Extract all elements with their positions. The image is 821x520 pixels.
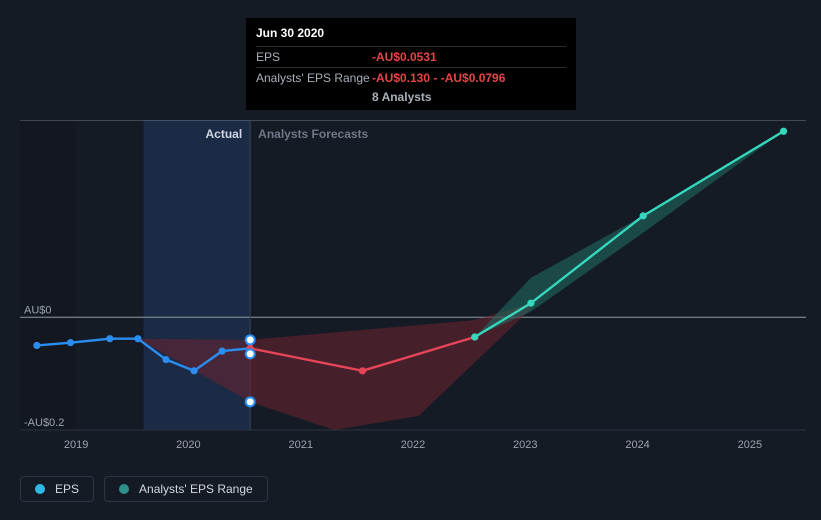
tooltip-value: -AU$0.0531: [372, 50, 437, 64]
x-axis-label: 2020: [176, 439, 200, 450]
eps-actual-marker[interactable]: [190, 367, 197, 374]
legend-range[interactable]: Analysts' EPS Range: [104, 476, 268, 502]
eps-forecast-pos-marker[interactable]: [471, 333, 478, 340]
tooltip-label: EPS: [256, 50, 372, 64]
tooltip-date: Jun 30 2020: [256, 24, 566, 46]
eps-actual-marker[interactable]: [106, 335, 113, 342]
x-axis-label: 2019: [64, 439, 88, 450]
x-axis-label: 2022: [401, 439, 425, 450]
y-axis-label: -AU$0.2: [24, 417, 64, 429]
eps-actual-marker[interactable]: [219, 347, 226, 354]
eps-forecast-pos-marker[interactable]: [527, 300, 534, 307]
x-axis-label: 2021: [288, 439, 312, 450]
x-axis-label: 2023: [513, 439, 537, 450]
tooltip-value: -AU$0.130 - -AU$0.0796: [372, 71, 505, 85]
range-band-green: [475, 131, 784, 337]
legend-swatch: [35, 484, 45, 494]
left-fade: [20, 120, 76, 430]
actual-label: Actual: [205, 127, 242, 141]
eps-forecast-marker[interactable]: [359, 367, 366, 374]
chart-svg: AU$0.35AU$0-AU$0.22019202020212022202320…: [20, 120, 806, 450]
legend-label: Analysts' EPS Range: [139, 482, 253, 496]
eps-actual-marker[interactable]: [134, 335, 141, 342]
legend: EPS Analysts' EPS Range: [20, 476, 268, 502]
x-axis-label: 2025: [738, 439, 762, 450]
legend-label: EPS: [55, 482, 79, 496]
eps-actual-marker[interactable]: [162, 356, 169, 363]
x-axis-label: 2024: [625, 439, 649, 450]
hover-marker[interactable]: [246, 335, 255, 344]
y-axis-label: AU$0: [24, 304, 52, 316]
hover-marker[interactable]: [246, 397, 255, 406]
chart: AU$0.35AU$0-AU$0.22019202020212022202320…: [20, 120, 806, 450]
legend-eps[interactable]: EPS: [20, 476, 94, 502]
tooltip-row: Analysts' EPS Range-AU$0.130 - -AU$0.079…: [256, 67, 566, 88]
tooltip-row: EPS-AU$0.0531: [256, 46, 566, 67]
eps-forecast-pos-marker[interactable]: [780, 128, 787, 135]
hover-marker[interactable]: [246, 349, 255, 358]
legend-swatch: [119, 484, 129, 494]
tooltip-sub: 8 Analysts: [256, 88, 566, 104]
forecast-label: Analysts Forecasts: [258, 127, 368, 141]
tooltip: Jun 30 2020EPS-AU$0.0531Analysts' EPS Ra…: [246, 18, 576, 110]
eps-forecast-pos-marker[interactable]: [640, 212, 647, 219]
eps-actual-marker[interactable]: [33, 342, 40, 349]
tooltip-label: Analysts' EPS Range: [256, 71, 372, 85]
eps-actual-marker[interactable]: [67, 339, 74, 346]
